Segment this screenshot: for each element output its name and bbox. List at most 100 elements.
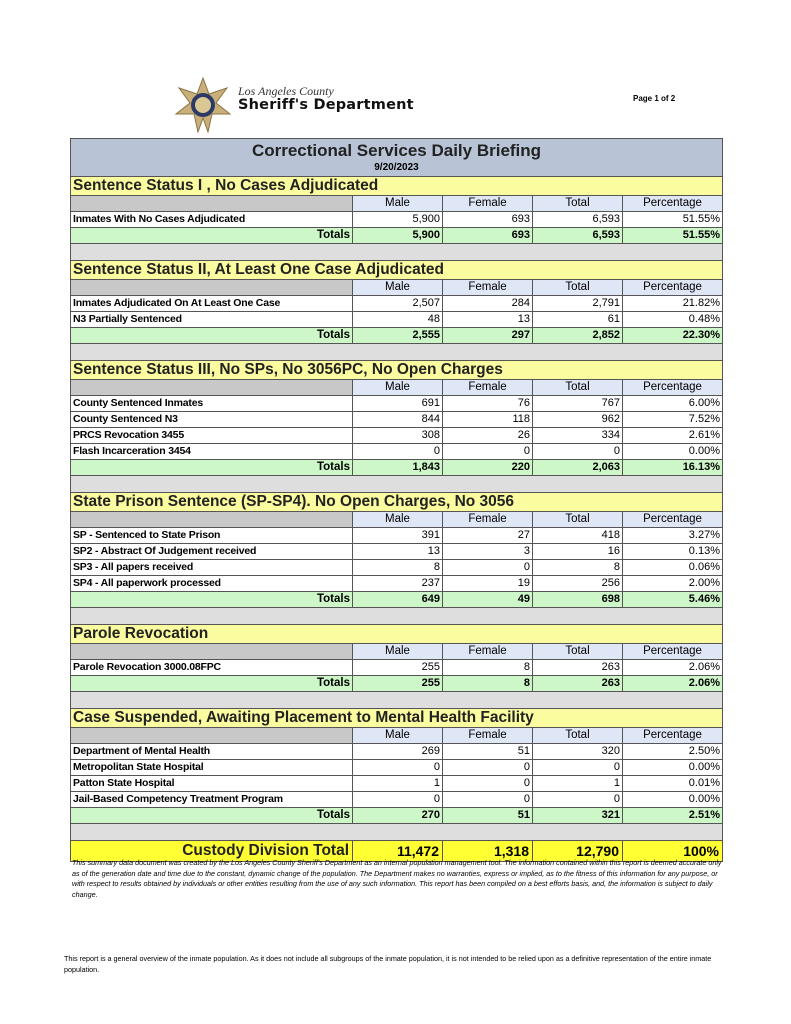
cell-total: 962 bbox=[533, 412, 623, 427]
cell-percentage: 0.48% bbox=[688, 313, 720, 325]
totals-total: 2,063 bbox=[533, 460, 623, 475]
totals-male: 255 bbox=[353, 676, 443, 691]
cell-male: 2,507 bbox=[353, 296, 443, 311]
column-header-percentage: Percentage bbox=[623, 280, 722, 295]
cell-female: 76 bbox=[443, 396, 533, 411]
cell-percentage: 6.00% bbox=[688, 397, 720, 409]
cell-total: 0 bbox=[533, 444, 623, 459]
totals-row: Totals 649 49 698 5.46% bbox=[71, 592, 722, 608]
cell-percentage: 21.82% bbox=[682, 297, 720, 309]
section-header: Sentence Status II, At Least One Case Ad… bbox=[71, 261, 722, 280]
row-label: Flash Incarceration 3454 bbox=[71, 444, 353, 459]
table-row: County Sentenced N3 844 118 962 7.52% bbox=[71, 412, 722, 428]
totals-row: Totals 1,843 220 2,063 16.13% bbox=[71, 460, 722, 476]
cell-percentage: 51.55% bbox=[682, 213, 720, 225]
table-row: Jail-Based Competency Treatment Program 0… bbox=[71, 792, 722, 808]
column-header-male: Male bbox=[353, 644, 443, 659]
grand-total-row: Custody Division Total 11,472 1,318 12,7… bbox=[71, 841, 722, 861]
cell-total: 1 bbox=[533, 776, 623, 791]
cell-percentage: 2.06% bbox=[688, 661, 720, 673]
cell-total: 334 bbox=[533, 428, 623, 443]
column-header-total: Total bbox=[533, 380, 623, 395]
grand-total-total: 12,790 bbox=[533, 841, 623, 861]
cell-total: 0 bbox=[533, 792, 623, 807]
totals-male: 5,900 bbox=[353, 228, 443, 243]
column-header-male: Male bbox=[353, 512, 443, 527]
table-row: Inmates With No Cases Adjudicated 5,900 69… bbox=[71, 212, 722, 228]
briefing-table: Correctional Services Daily Briefing 9/2… bbox=[70, 138, 723, 862]
cell-female: 27 bbox=[443, 528, 533, 543]
cell-male: 5,900 bbox=[353, 212, 443, 227]
cell-total: 16 bbox=[533, 544, 623, 559]
column-header-total: Total bbox=[533, 728, 623, 743]
cell-percentage: 0.00% bbox=[688, 761, 720, 773]
totals-label: Totals bbox=[71, 328, 353, 343]
cell-female: 0 bbox=[443, 760, 533, 775]
cell-total: 8 bbox=[533, 560, 623, 575]
section-spacer bbox=[71, 824, 722, 841]
row-label: County Sentenced Inmates bbox=[71, 396, 353, 411]
table-row: Patton State Hospital 1 0 1 0.01% bbox=[71, 776, 722, 792]
row-label: Jail-Based Competency Treatment Program bbox=[71, 792, 353, 807]
cell-female: 0 bbox=[443, 792, 533, 807]
totals-percentage: 2.51% bbox=[688, 809, 720, 821]
table-row: Flash Incarceration 3454 0 0 0 0.00% bbox=[71, 444, 722, 460]
section-spacer bbox=[71, 608, 722, 625]
cell-percentage: 3.27% bbox=[688, 529, 720, 541]
totals-row: Totals 255 8 263 2.06% bbox=[71, 676, 722, 692]
totals-male: 649 bbox=[353, 592, 443, 607]
row-label: SP - Sentenced to State Prison bbox=[71, 528, 353, 543]
cell-female: 26 bbox=[443, 428, 533, 443]
column-header-percentage: Percentage bbox=[623, 728, 722, 743]
cell-total: 6,593 bbox=[533, 212, 623, 227]
column-header-row: Male Female Total Percentage bbox=[71, 196, 722, 212]
totals-percentage: 2.06% bbox=[688, 677, 720, 689]
row-label: Patton State Hospital bbox=[71, 776, 353, 791]
totals-male: 2,555 bbox=[353, 328, 443, 343]
footnote-text: This report is a general overview of the… bbox=[64, 954, 712, 974]
cell-male: 13 bbox=[353, 544, 443, 559]
cell-total: 0 bbox=[533, 760, 623, 775]
cell-percentage: 0.00% bbox=[688, 445, 720, 457]
cell-percentage: 2.61% bbox=[688, 429, 720, 441]
column-header-row: Male Female Total Percentage bbox=[71, 512, 722, 528]
cell-male: 0 bbox=[353, 792, 443, 807]
cell-total: 320 bbox=[533, 744, 623, 759]
cell-percentage: 2.50% bbox=[688, 745, 720, 757]
column-header-row: Male Female Total Percentage bbox=[71, 380, 722, 396]
cell-female: 0 bbox=[443, 560, 533, 575]
grand-total-label: Custody Division Total bbox=[71, 841, 353, 861]
cell-female: 51 bbox=[443, 744, 533, 759]
column-header-male: Male bbox=[353, 728, 443, 743]
row-label: Parole Revocation 3000.08FPC bbox=[71, 660, 353, 675]
section-header: Sentence Status I , No Cases Adjudicated bbox=[71, 177, 722, 196]
column-header-total: Total bbox=[533, 512, 623, 527]
cell-male: 48 bbox=[353, 312, 443, 327]
totals-percentage: 51.55% bbox=[682, 229, 720, 241]
section-header: State Prison Sentence (SP-SP4). No Open … bbox=[71, 493, 722, 512]
cell-female: 13 bbox=[443, 312, 533, 327]
sheriff-star-icon bbox=[174, 76, 232, 134]
totals-total: 6,593 bbox=[533, 228, 623, 243]
cell-male: 691 bbox=[353, 396, 443, 411]
totals-row: Totals 270 51 321 2.51% bbox=[71, 808, 722, 824]
totals-female: 49 bbox=[443, 592, 533, 607]
cell-female: 0 bbox=[443, 444, 533, 459]
cell-male: 255 bbox=[353, 660, 443, 675]
cell-female: 0 bbox=[443, 776, 533, 791]
row-label: SP3 - All papers received bbox=[71, 560, 353, 575]
column-header-female: Female bbox=[443, 644, 533, 659]
column-header-percentage: Percentage bbox=[623, 644, 722, 659]
column-header-female: Female bbox=[443, 380, 533, 395]
totals-label: Totals bbox=[71, 228, 353, 243]
cell-male: 8 bbox=[353, 560, 443, 575]
grand-total-female: 1,318 bbox=[443, 841, 533, 861]
cell-total: 256 bbox=[533, 576, 623, 591]
table-row: SP - Sentenced to State Prison 391 27 418 3.… bbox=[71, 528, 722, 544]
cell-male: 237 bbox=[353, 576, 443, 591]
cell-total: 767 bbox=[533, 396, 623, 411]
column-header-percentage: Percentage bbox=[623, 196, 722, 211]
totals-percentage: 5.46% bbox=[688, 593, 720, 605]
section-header: Parole Revocation bbox=[71, 625, 722, 644]
